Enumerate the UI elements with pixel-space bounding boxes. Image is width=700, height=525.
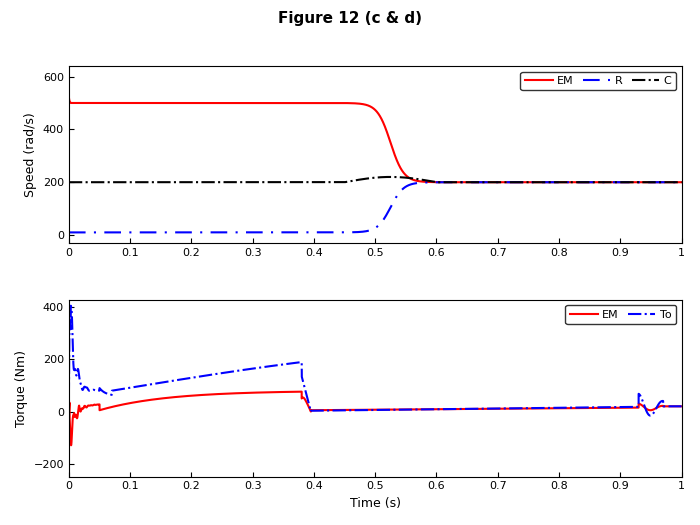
R	[64, 229, 73, 236]
Legend: EM, R, C: EM, R, C	[521, 71, 676, 90]
EM	[433, 406, 442, 412]
To	[64, 393, 73, 399]
X-axis label: Time (s): Time (s)	[350, 497, 400, 510]
R	[519, 179, 528, 185]
EM	[67, 442, 76, 448]
R	[678, 179, 686, 185]
Line: R: R	[69, 182, 682, 233]
EM	[678, 403, 686, 410]
EM	[433, 179, 442, 185]
C	[678, 179, 686, 185]
To	[433, 406, 442, 412]
R	[106, 229, 115, 236]
To	[519, 405, 528, 412]
C	[64, 179, 73, 185]
EM	[106, 100, 115, 106]
R	[300, 229, 308, 236]
EM	[433, 179, 441, 185]
EM	[298, 388, 306, 395]
EM	[397, 406, 405, 413]
Line: EM: EM	[69, 392, 682, 445]
EM	[519, 405, 528, 412]
C	[300, 179, 308, 185]
To	[646, 413, 654, 419]
C	[433, 179, 442, 185]
Text: Figure 12 (c & d): Figure 12 (c & d)	[278, 10, 422, 26]
EM	[300, 100, 308, 106]
EM	[678, 179, 686, 185]
To	[106, 392, 115, 398]
To	[397, 406, 405, 413]
To	[300, 380, 308, 386]
Legend: EM, To: EM, To	[566, 305, 676, 324]
C	[386, 174, 395, 180]
EM	[519, 179, 528, 185]
EM	[300, 395, 308, 401]
R	[433, 179, 442, 185]
EM	[64, 94, 73, 101]
Line: To: To	[69, 306, 682, 416]
Line: EM: EM	[69, 98, 682, 182]
C	[106, 179, 115, 185]
To	[66, 302, 75, 309]
R	[212, 229, 220, 236]
R	[397, 187, 405, 194]
EM	[397, 166, 405, 173]
EM	[106, 404, 115, 411]
EM	[212, 391, 220, 397]
C	[519, 179, 528, 185]
R	[433, 179, 441, 185]
Y-axis label: Speed (rad/s): Speed (rad/s)	[25, 112, 37, 197]
To	[212, 371, 220, 377]
C	[212, 179, 220, 185]
C	[397, 174, 405, 181]
EM	[64, 408, 73, 415]
Line: C: C	[69, 177, 682, 182]
EM	[212, 100, 220, 106]
To	[678, 403, 686, 410]
Y-axis label: Torque (Nm): Torque (Nm)	[15, 350, 28, 427]
